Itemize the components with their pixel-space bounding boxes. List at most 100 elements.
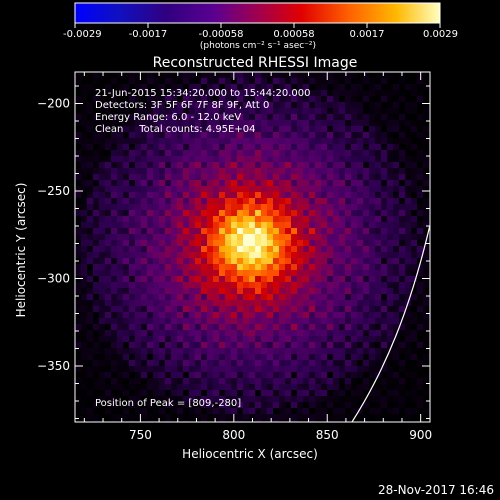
image-pixel [363, 96, 370, 103]
image-pixel [285, 378, 292, 385]
image-pixel [117, 270, 124, 277]
image-pixel [183, 138, 190, 145]
image-pixel [393, 372, 400, 379]
image-pixel [177, 132, 184, 139]
image-pixel [153, 396, 160, 403]
image-pixel [81, 318, 88, 325]
image-pixel [183, 372, 190, 379]
image-pixel [303, 288, 310, 295]
image-pixel [255, 360, 262, 367]
image-pixel [195, 234, 202, 241]
image-pixel [417, 396, 424, 403]
image-pixel [345, 372, 352, 379]
image-pixel [375, 402, 382, 409]
image-pixel [255, 372, 262, 379]
image-pixel [417, 102, 424, 109]
image-pixel [153, 222, 160, 229]
image-pixel [147, 180, 154, 187]
image-pixel [255, 102, 262, 109]
image-pixel [99, 150, 106, 157]
image-pixel [405, 246, 412, 253]
image-pixel [87, 126, 94, 133]
image-pixel [249, 378, 256, 385]
image-pixel [345, 300, 352, 307]
image-pixel [231, 168, 238, 175]
image-pixel [117, 342, 124, 349]
image-pixel [393, 420, 400, 422]
image-pixel [279, 228, 286, 235]
image-pixel [297, 288, 304, 295]
image-pixel [171, 174, 178, 181]
image-pixel [255, 240, 262, 247]
image-pixel [345, 348, 352, 355]
image-pixel [201, 336, 208, 343]
image-pixel [123, 366, 130, 373]
image-pixel [333, 312, 340, 319]
image-pixel [129, 288, 136, 295]
image-pixel [171, 216, 178, 223]
image-pixel [165, 306, 172, 313]
image-pixel [261, 288, 268, 295]
image-pixel [261, 78, 268, 85]
image-pixel [81, 258, 88, 265]
image-pixel [189, 396, 196, 403]
image-pixel [237, 138, 244, 145]
image-pixel [273, 366, 280, 373]
image-pixel [405, 204, 412, 211]
image-pixel [273, 318, 280, 325]
image-pixel [153, 288, 160, 295]
image-pixel [219, 84, 226, 91]
image-pixel [261, 180, 268, 187]
image-pixel [351, 138, 358, 145]
image-pixel [123, 378, 130, 385]
image-pixel [261, 228, 268, 235]
image-pixel [327, 90, 334, 97]
image-pixel [303, 228, 310, 235]
image-pixel [417, 78, 424, 85]
image-pixel [231, 96, 238, 103]
image-pixel [81, 354, 88, 361]
image-pixel [165, 384, 172, 391]
image-pixel [171, 132, 178, 139]
image-pixel [393, 222, 400, 229]
image-pixel [159, 72, 166, 79]
image-pixel [393, 402, 400, 409]
image-pixel [201, 150, 208, 157]
image-pixel [93, 168, 100, 175]
image-pixel [399, 120, 406, 127]
image-pixel [201, 252, 208, 259]
image-pixel [201, 186, 208, 193]
image-pixel [279, 420, 286, 422]
image-pixel [387, 282, 394, 289]
image-pixel [231, 252, 238, 259]
image-pixel [333, 198, 340, 205]
image-pixel [147, 384, 154, 391]
image-pixel [303, 240, 310, 247]
image-pixel [375, 354, 382, 361]
image-pixel [171, 270, 178, 277]
image-pixel [129, 228, 136, 235]
image-pixel [129, 84, 136, 91]
image-pixel [327, 324, 334, 331]
image-pixel [255, 282, 262, 289]
image-pixel [369, 264, 376, 271]
image-pixel [213, 210, 220, 217]
image-pixel [363, 216, 370, 223]
image-pixel [207, 108, 214, 115]
image-pixel [273, 252, 280, 259]
image-pixel [357, 396, 364, 403]
image-pixel [303, 126, 310, 133]
image-pixel [219, 192, 226, 199]
image-pixel [423, 204, 430, 211]
image-pixel [285, 162, 292, 169]
image-pixel [219, 228, 226, 235]
image-pixel [123, 264, 130, 271]
image-pixel [111, 126, 118, 133]
image-pixel [195, 360, 202, 367]
image-pixel [171, 168, 178, 175]
image-pixel [261, 402, 268, 409]
image-pixel [321, 210, 328, 217]
image-pixel [99, 228, 106, 235]
image-pixel [153, 192, 160, 199]
